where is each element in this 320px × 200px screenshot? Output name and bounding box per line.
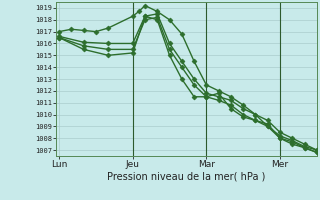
X-axis label: Pression niveau de la mer( hPa ): Pression niveau de la mer( hPa ) bbox=[107, 172, 266, 182]
